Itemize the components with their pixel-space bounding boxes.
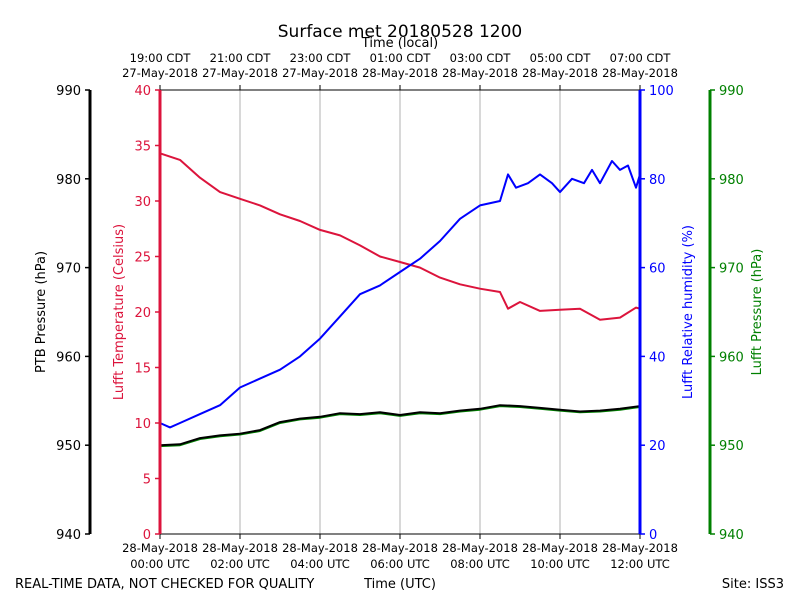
bottom-tick-time-2: 04:00 UTC xyxy=(290,557,350,571)
bottom-tick-date-2: 28-May-2018 xyxy=(282,541,358,555)
lp-tick-label-0: 940 xyxy=(719,528,744,543)
bottom-tick-time-5: 10:00 UTC xyxy=(530,557,590,571)
bottom-tick-date-4: 28-May-2018 xyxy=(442,541,518,555)
rh-tick-label-1: 20 xyxy=(649,439,666,454)
temp-tick-label-7: 35 xyxy=(134,140,151,155)
bottom-tick-date-6: 28-May-2018 xyxy=(602,541,678,555)
lufft-pressure-axis-label: Lufft Pressure (hPa) xyxy=(750,249,765,376)
temp-tick-label-5: 25 xyxy=(134,251,151,266)
top-tick-time-5: 05:00 CDT xyxy=(530,51,592,65)
temp-tick-label-4: 20 xyxy=(134,306,151,321)
ptb-tick-label-0: 940 xyxy=(56,528,81,543)
rh-tick-label-3: 60 xyxy=(649,262,666,277)
top-tick-time-4: 03:00 CDT xyxy=(450,51,512,65)
temp-tick-label-2: 10 xyxy=(134,417,151,432)
top-tick-date-5: 28-May-2018 xyxy=(522,66,598,80)
bottom-tick-time-0: 00:00 UTC xyxy=(130,557,190,571)
lp-tick-label-3: 970 xyxy=(719,262,744,277)
top-tick-date-4: 28-May-2018 xyxy=(442,66,518,80)
top-tick-date-3: 28-May-2018 xyxy=(362,66,438,80)
top-tick-time-6: 07:00 CDT xyxy=(610,51,672,65)
series-line-lufft-relative-humidity xyxy=(159,160,641,429)
lp-tick-label-5: 990 xyxy=(719,84,744,99)
bottom-tick-date-0: 28-May-2018 xyxy=(122,541,198,555)
lp-tick-label-4: 980 xyxy=(719,173,744,188)
bottom-tick-date-1: 28-May-2018 xyxy=(202,541,278,555)
top-tick-time-0: 19:00 CDT xyxy=(130,51,192,65)
top-tick-date-2: 27-May-2018 xyxy=(282,66,358,80)
top-tick-date-1: 27-May-2018 xyxy=(202,66,278,80)
chart-title: Surface met 20180528 1200 xyxy=(278,22,522,42)
series-line-ptb-pressure xyxy=(159,404,641,447)
ptb-tick-label-3: 970 xyxy=(56,262,81,277)
ptb-tick-label-1: 950 xyxy=(56,439,81,454)
bottom-tick-time-3: 06:00 UTC xyxy=(370,557,430,571)
bottom-tick-time-4: 08:00 UTC xyxy=(450,557,510,571)
rh-tick-label-5: 100 xyxy=(649,84,674,99)
top-tick-time-2: 23:00 CDT xyxy=(290,51,352,65)
temp-tick-label-8: 40 xyxy=(134,84,151,99)
top-axis-label: Time (local) xyxy=(361,36,438,51)
temp-tick-label-6: 30 xyxy=(134,195,151,210)
quality-notice: REAL-TIME DATA, NOT CHECKED FOR QUALITY xyxy=(15,577,314,592)
bottom-tick-date-3: 28-May-2018 xyxy=(362,541,438,555)
bottom-tick-date-5: 28-May-2018 xyxy=(522,541,598,555)
ptb-pressure-axis-label: PTB Pressure (hPa) xyxy=(34,251,49,373)
lp-tick-label-1: 950 xyxy=(719,439,744,454)
bottom-tick-time-6: 12:00 UTC xyxy=(610,557,670,571)
ptb-tick-label-5: 990 xyxy=(56,84,81,99)
ptb-tick-label-2: 960 xyxy=(56,350,81,365)
tick-layer: 28-May-2018 00:00 UTC 28-May-2018 02:00 UTC… xyxy=(56,51,744,571)
site-label: Site: ISS3 xyxy=(722,577,784,592)
top-tick-time-1: 21:00 CDT xyxy=(210,51,272,65)
top-tick-time-3: 01:00 CDT xyxy=(370,51,432,65)
temp-tick-label-3: 15 xyxy=(134,362,151,377)
rh-tick-label-0: 0 xyxy=(649,528,657,543)
lp-tick-label-2: 960 xyxy=(719,350,744,365)
series-line-lufft-temperature xyxy=(159,152,641,321)
x-axis-label: Time (UTC) xyxy=(363,577,436,592)
grid-lines xyxy=(239,90,561,534)
temperature-axis-label: Lufft Temperature (Celsius) xyxy=(112,224,127,400)
top-tick-date-6: 28-May-2018 xyxy=(602,66,678,80)
bottom-tick-time-1: 02:00 UTC xyxy=(210,557,270,571)
rh-tick-label-4: 80 xyxy=(649,173,666,188)
series-layer xyxy=(159,152,641,448)
ptb-tick-label-4: 980 xyxy=(56,173,81,188)
top-tick-date-0: 27-May-2018 xyxy=(122,66,198,80)
temp-tick-label-0: 0 xyxy=(143,528,151,543)
temp-tick-label-1: 5 xyxy=(143,473,151,488)
humidity-axis-label: Lufft Relative humidity (%) xyxy=(681,225,696,399)
rh-tick-label-2: 40 xyxy=(649,350,666,365)
